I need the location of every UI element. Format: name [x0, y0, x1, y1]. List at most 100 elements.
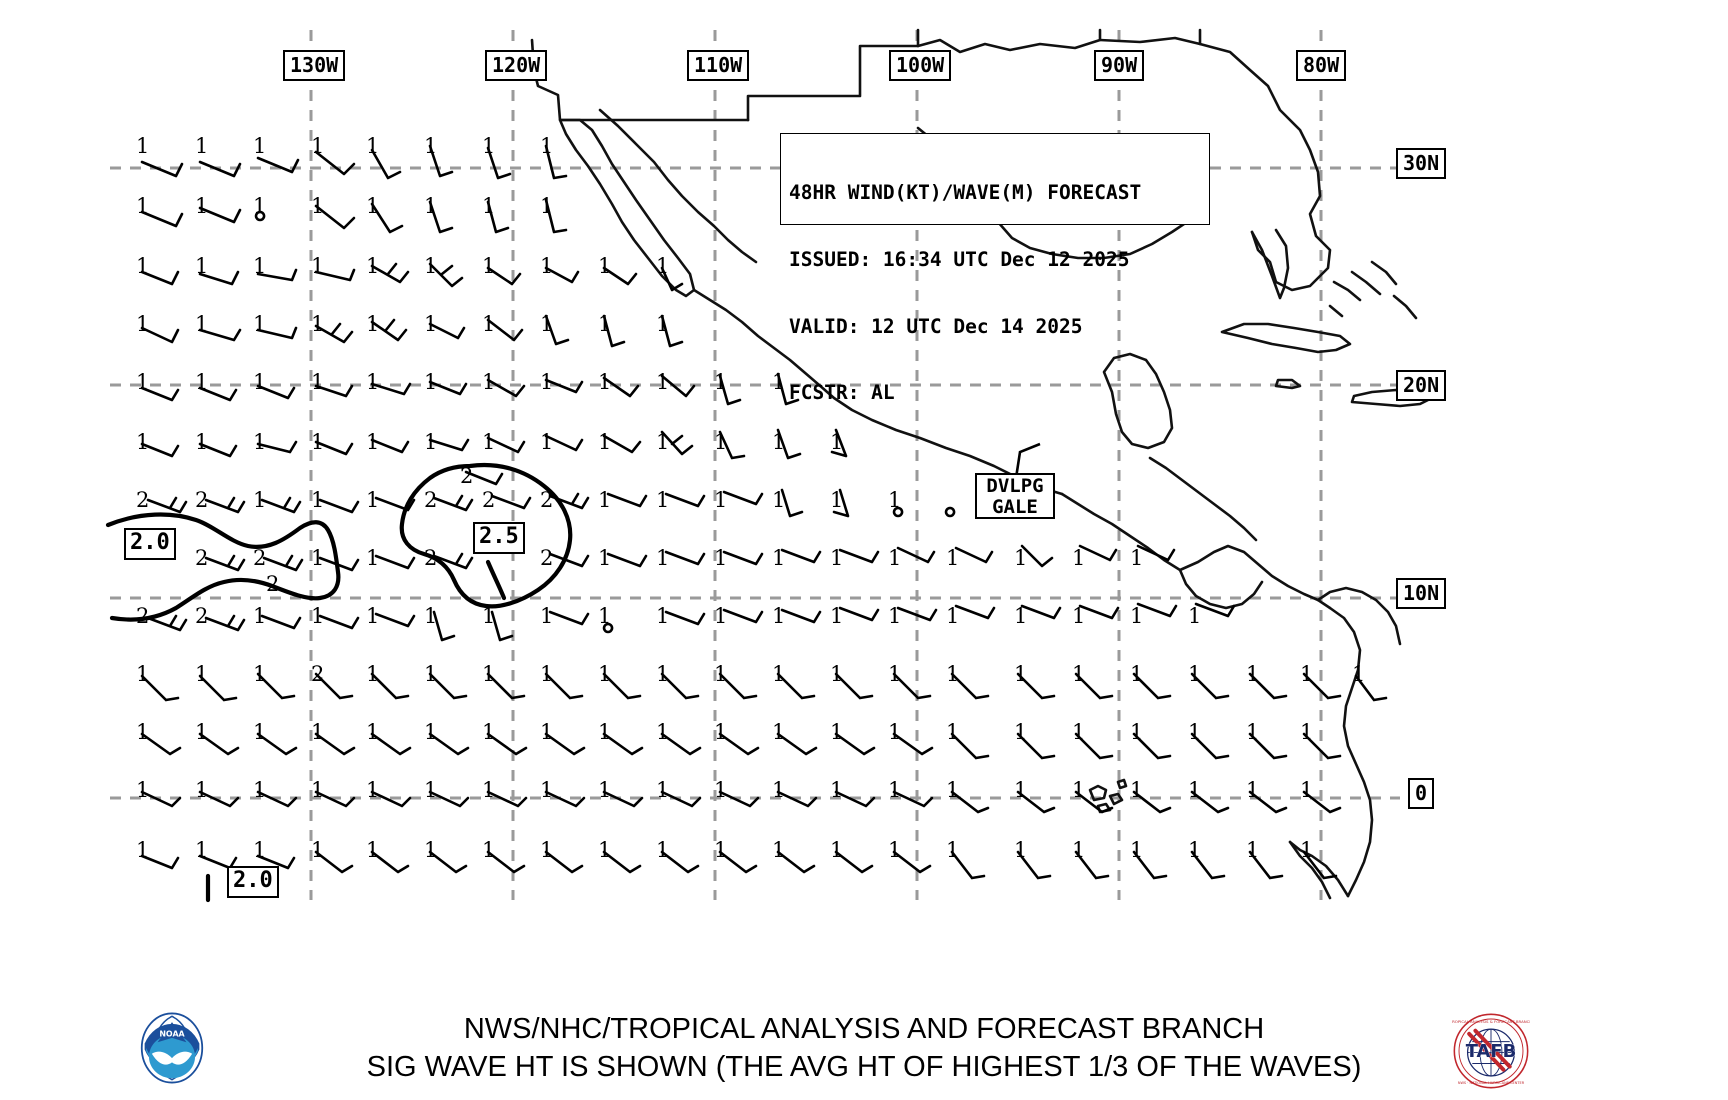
wave-height-value: 1: [830, 488, 844, 512]
wave-height-value: 1: [424, 662, 438, 686]
info-line-title: 48HR WIND(KT)/WAVE(M) FORECAST: [789, 181, 1142, 205]
wave-height-value: 1: [1014, 546, 1028, 570]
footer-line-2: SIG WAVE HT IS SHOWN (THE AVG HT OF HIGH…: [366, 1051, 1362, 1083]
wave-height-value: 1: [656, 370, 670, 394]
wave-height-value: 1: [366, 254, 380, 278]
wave-height-value: 1: [424, 194, 438, 218]
wave-height-value: 1: [830, 838, 844, 862]
wave-height-value: 1: [424, 838, 438, 862]
wave-height-value: 1: [598, 720, 612, 744]
wave-height-value: 1: [311, 312, 325, 336]
wave-height-value: 1: [540, 254, 554, 278]
coastlines: [530, 28, 1434, 900]
wave-height-value: 1: [424, 604, 438, 628]
wave-height-value: 1: [540, 194, 554, 218]
wave-height-value: 1: [714, 662, 728, 686]
wave-height-value: 2: [482, 488, 496, 512]
wave-height-value: 1: [540, 430, 554, 454]
wave-height-value: 1: [540, 312, 554, 336]
wave-height-value: 1: [482, 720, 496, 744]
wave-height-value: 2: [460, 464, 474, 488]
info-line-valid: VALID: 12 UTC Dec 14 2025: [789, 314, 1083, 338]
wave-height-value: 1: [253, 662, 267, 686]
wave-height-value: 1: [195, 662, 209, 686]
wave-height-value: 1: [482, 604, 496, 628]
wave-height-value: 1: [540, 604, 554, 628]
wave-height-value: 1: [424, 254, 438, 278]
wave-height-value: 1: [598, 254, 612, 278]
footer-line-1: NWS/NHC/TROPICAL ANALYSIS AND FORECAST B…: [463, 1013, 1265, 1045]
wave-height-value: 1: [366, 194, 380, 218]
wave-height-value: 1: [598, 488, 612, 512]
wave-height-value: 1: [1352, 662, 1366, 686]
wave-height-value: 1: [946, 662, 960, 686]
wave-height-value: 1: [772, 838, 786, 862]
wave-height-value: 1: [482, 312, 496, 336]
wave-height-value: 1: [366, 778, 380, 802]
contour-2p5-tail: [485, 559, 507, 601]
info-line-forecaster: FCSTR: AL: [789, 381, 895, 405]
lon-label-110w: 110W: [687, 50, 750, 81]
wave-height-value: 1: [714, 838, 728, 862]
wave-height-value: 1: [1130, 838, 1144, 862]
wave-height-value: 1: [366, 838, 380, 862]
wave-height-value: 1: [1246, 720, 1260, 744]
wave-height-value: 1: [888, 662, 902, 686]
info-line-issued: ISSUED: 16:34 UTC Dec 12 2025: [789, 248, 1130, 272]
wave-height-value: 1: [195, 254, 209, 278]
lat-label-10n: 10N: [1396, 578, 1447, 609]
wave-height-value: 1: [1130, 662, 1144, 686]
lat-label-30n: 30N: [1396, 148, 1447, 179]
wave-height-value: 1: [714, 430, 728, 454]
wave-height-value: 1: [311, 370, 325, 394]
developing-gale-warning-box: DVLPG GALE: [975, 473, 1055, 519]
wave-height-value: 1: [136, 370, 150, 394]
wave-height-value: 2: [136, 604, 150, 628]
wave-height-value: 1: [656, 838, 670, 862]
wave-height-value: 1: [1300, 778, 1314, 802]
wave-height-value: 1: [1072, 838, 1086, 862]
wave-height-value: 1: [1130, 604, 1144, 628]
wave-height-value: 1: [253, 254, 267, 278]
wave-height-value: 1: [1188, 720, 1202, 744]
wave-height-value: 1: [946, 604, 960, 628]
wave-height-value: 1: [253, 838, 267, 862]
wave-height-value: 1: [946, 838, 960, 862]
wave-height-value: 1: [598, 546, 612, 570]
wave-height-value: 1: [136, 778, 150, 802]
wave-height-value: 1: [1188, 778, 1202, 802]
wave-height-value: 1: [830, 430, 844, 454]
wave-height-value: 1: [598, 662, 612, 686]
wave-height-value: 1: [888, 720, 902, 744]
wave-height-value: 1: [1072, 604, 1086, 628]
wave-height-value: 1: [656, 254, 670, 278]
wave-height-value: 1: [772, 430, 786, 454]
svg-text:TAFB: TAFB: [1466, 1041, 1517, 1062]
wave-height-value: 1: [366, 370, 380, 394]
wave-height-value: 2: [136, 488, 150, 512]
wave-height-value: 1: [311, 546, 325, 570]
wave-height-value: 1: [1300, 838, 1314, 862]
wave-height-value: 1: [888, 604, 902, 628]
wave-height-value: 1: [1014, 662, 1028, 686]
lon-label-100w: 100W: [889, 50, 952, 81]
wave-height-value: 1: [830, 662, 844, 686]
wave-height-value: 2: [195, 604, 209, 628]
wave-height-value: 1: [1188, 662, 1202, 686]
wave-height-value: 1: [366, 720, 380, 744]
wave-height-value: 1: [424, 720, 438, 744]
wave-height-value: 1: [253, 778, 267, 802]
wave-height-value: 1: [366, 546, 380, 570]
wave-height-value: 1: [253, 488, 267, 512]
wave-height-value: 1: [1014, 778, 1028, 802]
wave-height-value: 2: [195, 488, 209, 512]
svg-text:TROPICAL ANALYSIS & FORECAST B: TROPICAL ANALYSIS & FORECAST BRANCH: [1452, 1019, 1530, 1024]
wave-height-value: 1: [598, 778, 612, 802]
noaa-logo: NOAA: [140, 1012, 204, 1084]
wave-height-value: 1: [946, 720, 960, 744]
wave-height-value: 2: [424, 546, 438, 570]
wave-height-value: 1: [656, 778, 670, 802]
wave-height-value: 1: [136, 312, 150, 336]
wave-height-value: 1: [598, 430, 612, 454]
wave-height-value: 1: [482, 778, 496, 802]
